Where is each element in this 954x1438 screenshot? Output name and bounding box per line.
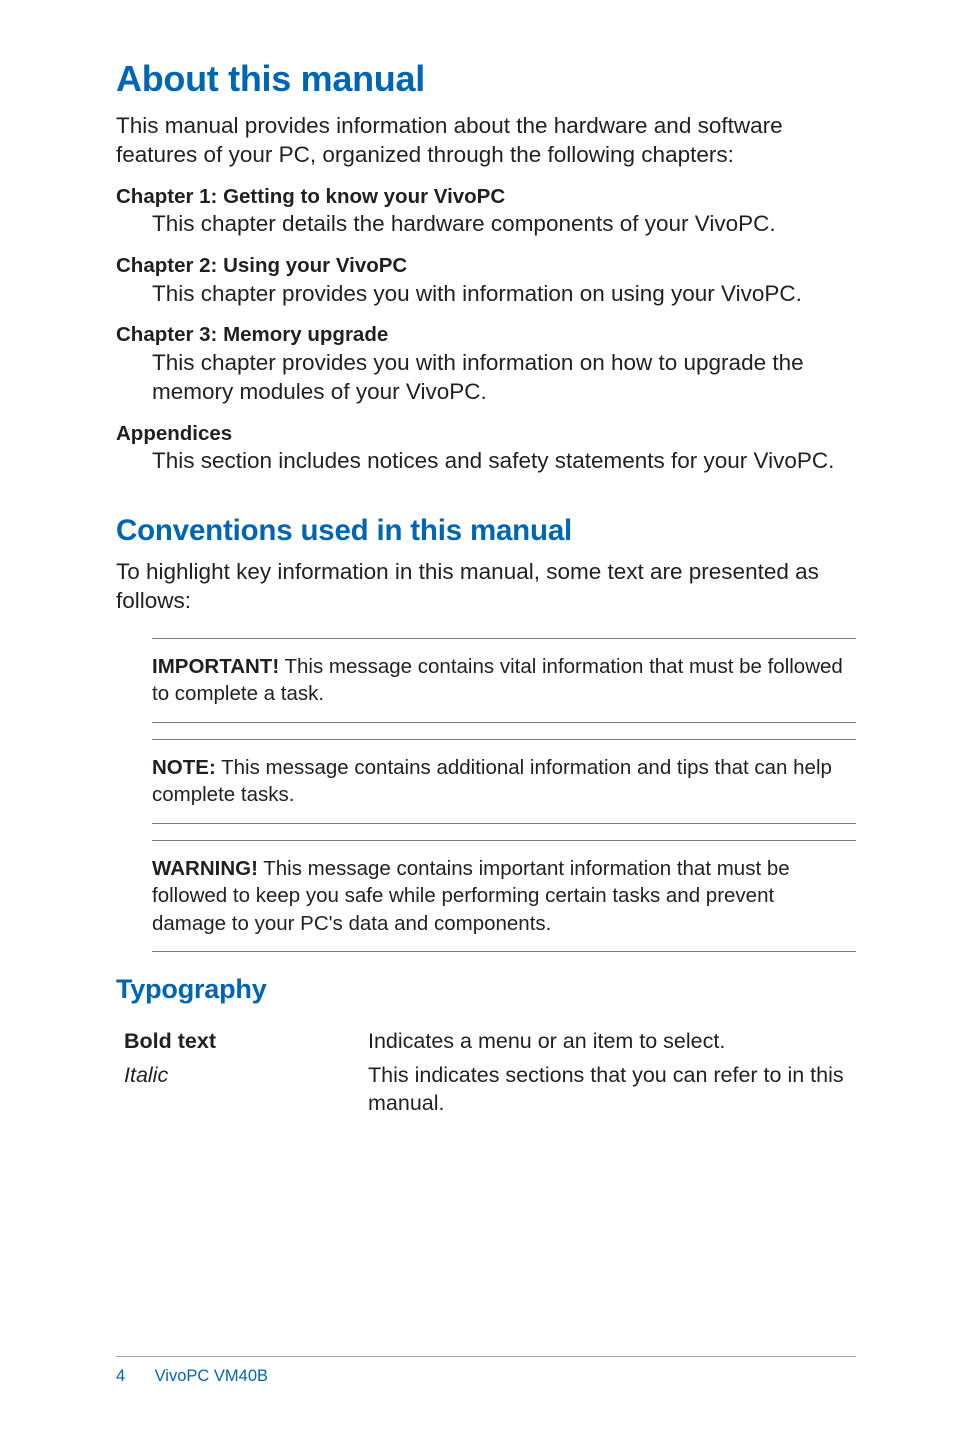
- chapter-title: Chapter 2: Using your VivoPC: [116, 253, 856, 280]
- conventions-intro: To highlight key information in this man…: [116, 558, 856, 616]
- page-number: 4: [116, 1367, 150, 1386]
- important-note: IMPORTANT! This message contains vital i…: [152, 638, 856, 723]
- chapter-body: This section includes notices and safety…: [116, 447, 856, 476]
- note-text: This message contains additional informa…: [152, 756, 832, 806]
- table-row: Bold text Indicates a menu or an item to…: [116, 1025, 856, 1059]
- conventions-heading: Conventions used in this manual: [116, 514, 856, 548]
- chapter-title: Appendices: [116, 421, 856, 448]
- page-heading: About this manual: [116, 58, 856, 100]
- chapter-body: This chapter provides you with informati…: [116, 349, 856, 407]
- page-footer: 4 VivoPC VM40B: [116, 1356, 856, 1386]
- chapter-body: This chapter provides you with informati…: [116, 280, 856, 309]
- note-label: NOTE:: [152, 756, 216, 779]
- table-row: Italic This indicates sections that you …: [116, 1059, 856, 1121]
- typography-heading: Typography: [116, 974, 856, 1005]
- chapter-title: Chapter 1: Getting to know your VivoPC: [116, 184, 856, 211]
- note-note: NOTE: This message contains additional i…: [152, 739, 856, 824]
- typo-term-italic: Italic: [116, 1059, 368, 1121]
- chapter-section: Appendices This section includes notices…: [116, 421, 856, 476]
- important-label: IMPORTANT!: [152, 655, 279, 678]
- chapter-section: Chapter 3: Memory upgrade This chapter p…: [116, 322, 856, 406]
- typo-term-bold: Bold text: [116, 1025, 368, 1059]
- typo-desc: Indicates a menu or an item to select.: [368, 1025, 856, 1059]
- typography-table: Bold text Indicates a menu or an item to…: [116, 1025, 856, 1121]
- intro-paragraph: This manual provides information about t…: [116, 112, 856, 170]
- chapter-section: Chapter 1: Getting to know your VivoPC T…: [116, 184, 856, 239]
- warning-label: WARNING!: [152, 857, 258, 880]
- chapter-section: Chapter 2: Using your VivoPC This chapte…: [116, 253, 856, 308]
- chapter-title: Chapter 3: Memory upgrade: [116, 322, 856, 349]
- typo-desc: This indicates sections that you can ref…: [368, 1059, 856, 1121]
- warning-note: WARNING! This message contains important…: [152, 840, 856, 952]
- document-name: VivoPC VM40B: [155, 1367, 268, 1385]
- chapter-body: This chapter details the hardware compon…: [116, 210, 856, 239]
